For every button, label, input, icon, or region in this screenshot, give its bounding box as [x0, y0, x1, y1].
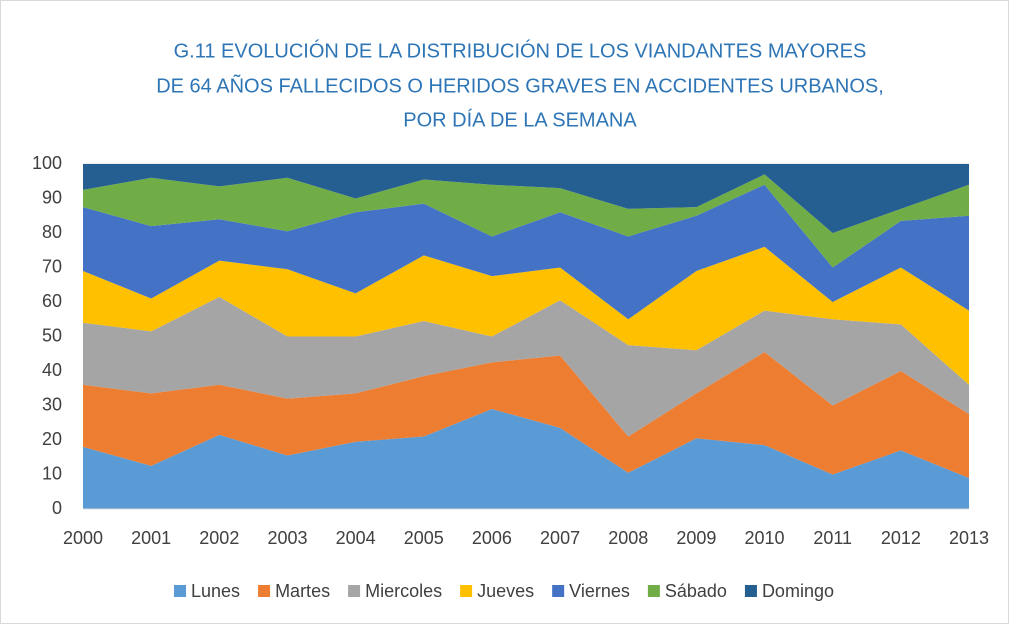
legend-label: Martes [275, 581, 330, 601]
y-tick-label: 10 [42, 463, 62, 483]
y-tick-label: 90 [42, 187, 62, 207]
x-tick-label: 2003 [267, 528, 307, 548]
x-tick-label: 2013 [949, 528, 989, 548]
x-tick-label: 2004 [336, 528, 376, 548]
legend-label: Domingo [762, 581, 834, 601]
y-tick-label: 30 [42, 394, 62, 414]
x-tick-label: 2001 [131, 528, 171, 548]
y-tick-label: 20 [42, 429, 62, 449]
area [83, 184, 969, 320]
y-tick-label: 40 [42, 360, 62, 380]
x-tick-label: 2005 [404, 528, 444, 548]
area [83, 246, 969, 385]
legend-label: Sábado [665, 581, 727, 601]
chart-title: POR DÍA DE LA SEMANA [403, 108, 637, 131]
x-tick-label: 2000 [63, 528, 103, 548]
legend-label: Miercoles [365, 581, 442, 601]
legend-swatch [647, 585, 660, 597]
x-tick-label: 2011 [813, 528, 852, 548]
y-tick-label: 60 [42, 291, 62, 311]
chart-title: DE 64 AÑOS FALLECIDOS O HERIDOS GRAVES E… [156, 73, 884, 97]
x-tick-label: 2002 [199, 528, 239, 548]
legend-label: Viernes [569, 581, 630, 601]
legend-swatch [552, 585, 565, 597]
y-tick-label: 70 [42, 256, 62, 276]
legend-swatch [258, 585, 271, 597]
x-tick-label: 2006 [472, 528, 512, 548]
area [83, 296, 969, 437]
area [83, 408, 969, 509]
x-tick-label: 2010 [745, 528, 785, 548]
area [83, 174, 969, 268]
legend-swatch [460, 585, 473, 597]
x-tick-label: 2009 [676, 528, 716, 548]
y-tick-label: 100 [32, 153, 62, 173]
legend-label: Jueves [477, 581, 534, 601]
x-tick-label: 2012 [881, 528, 921, 548]
area [83, 164, 969, 233]
chart-title: G.11 EVOLUCIÓN DE LA DISTRIBUCIÓN DE LOS… [174, 39, 867, 62]
area [83, 352, 969, 478]
y-tick-label: 80 [42, 222, 62, 242]
legend-swatch [174, 585, 187, 597]
x-tick-label: 2007 [540, 528, 580, 548]
legend-swatch [744, 585, 757, 597]
legend: Lunes Martes Miercoles Jueves Viernes Sábado D… [174, 581, 834, 601]
legend-swatch [348, 585, 361, 597]
x-tick-label: 2008 [608, 528, 648, 548]
y-tick-label: 0 [52, 498, 62, 518]
y-tick-label: 50 [42, 325, 62, 345]
legend-label: Lunes [191, 581, 240, 601]
